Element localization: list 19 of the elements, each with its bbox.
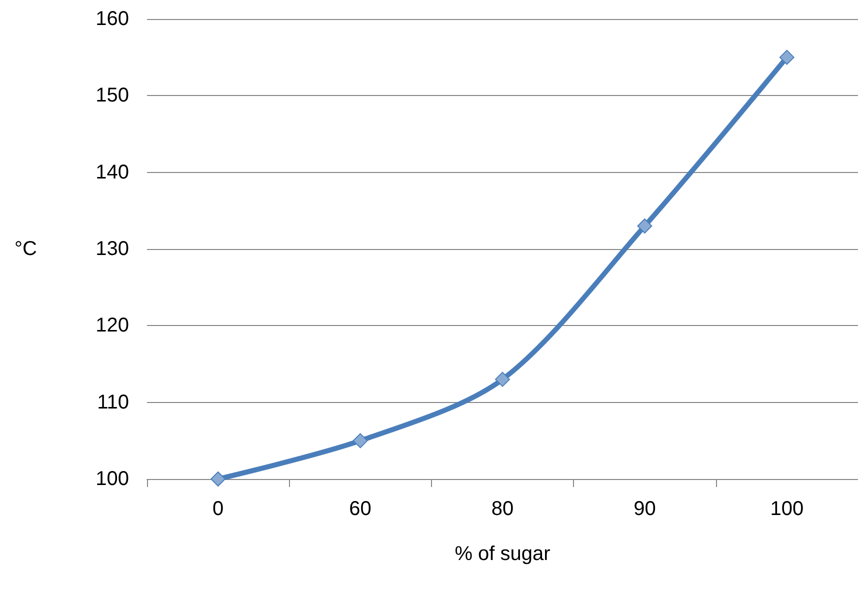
point [352,433,368,448]
y-axis-title: °C [14,238,37,260]
y-tick-label: 110 [97,391,129,414]
y-tick-label: 100 [96,468,129,490]
x-tick-label: 100 [770,498,804,520]
y-tick-label: 140 [96,161,129,184]
x-tick-label: 90 [634,498,656,520]
x-tick-label: 60 [349,498,372,520]
y-tick-label: 150 [96,84,129,107]
point [495,372,510,387]
y-tick-label: 130 [96,238,129,260]
point [637,218,652,234]
y-tick-label: 120 [96,314,129,337]
x-tick-label: 0 [212,498,224,520]
y-tick-label: 160 [96,8,129,30]
x-tick-label: 80 [491,498,514,520]
point [210,472,226,486]
point [779,50,794,65]
x-axis-title: % of sugar [454,543,551,565]
